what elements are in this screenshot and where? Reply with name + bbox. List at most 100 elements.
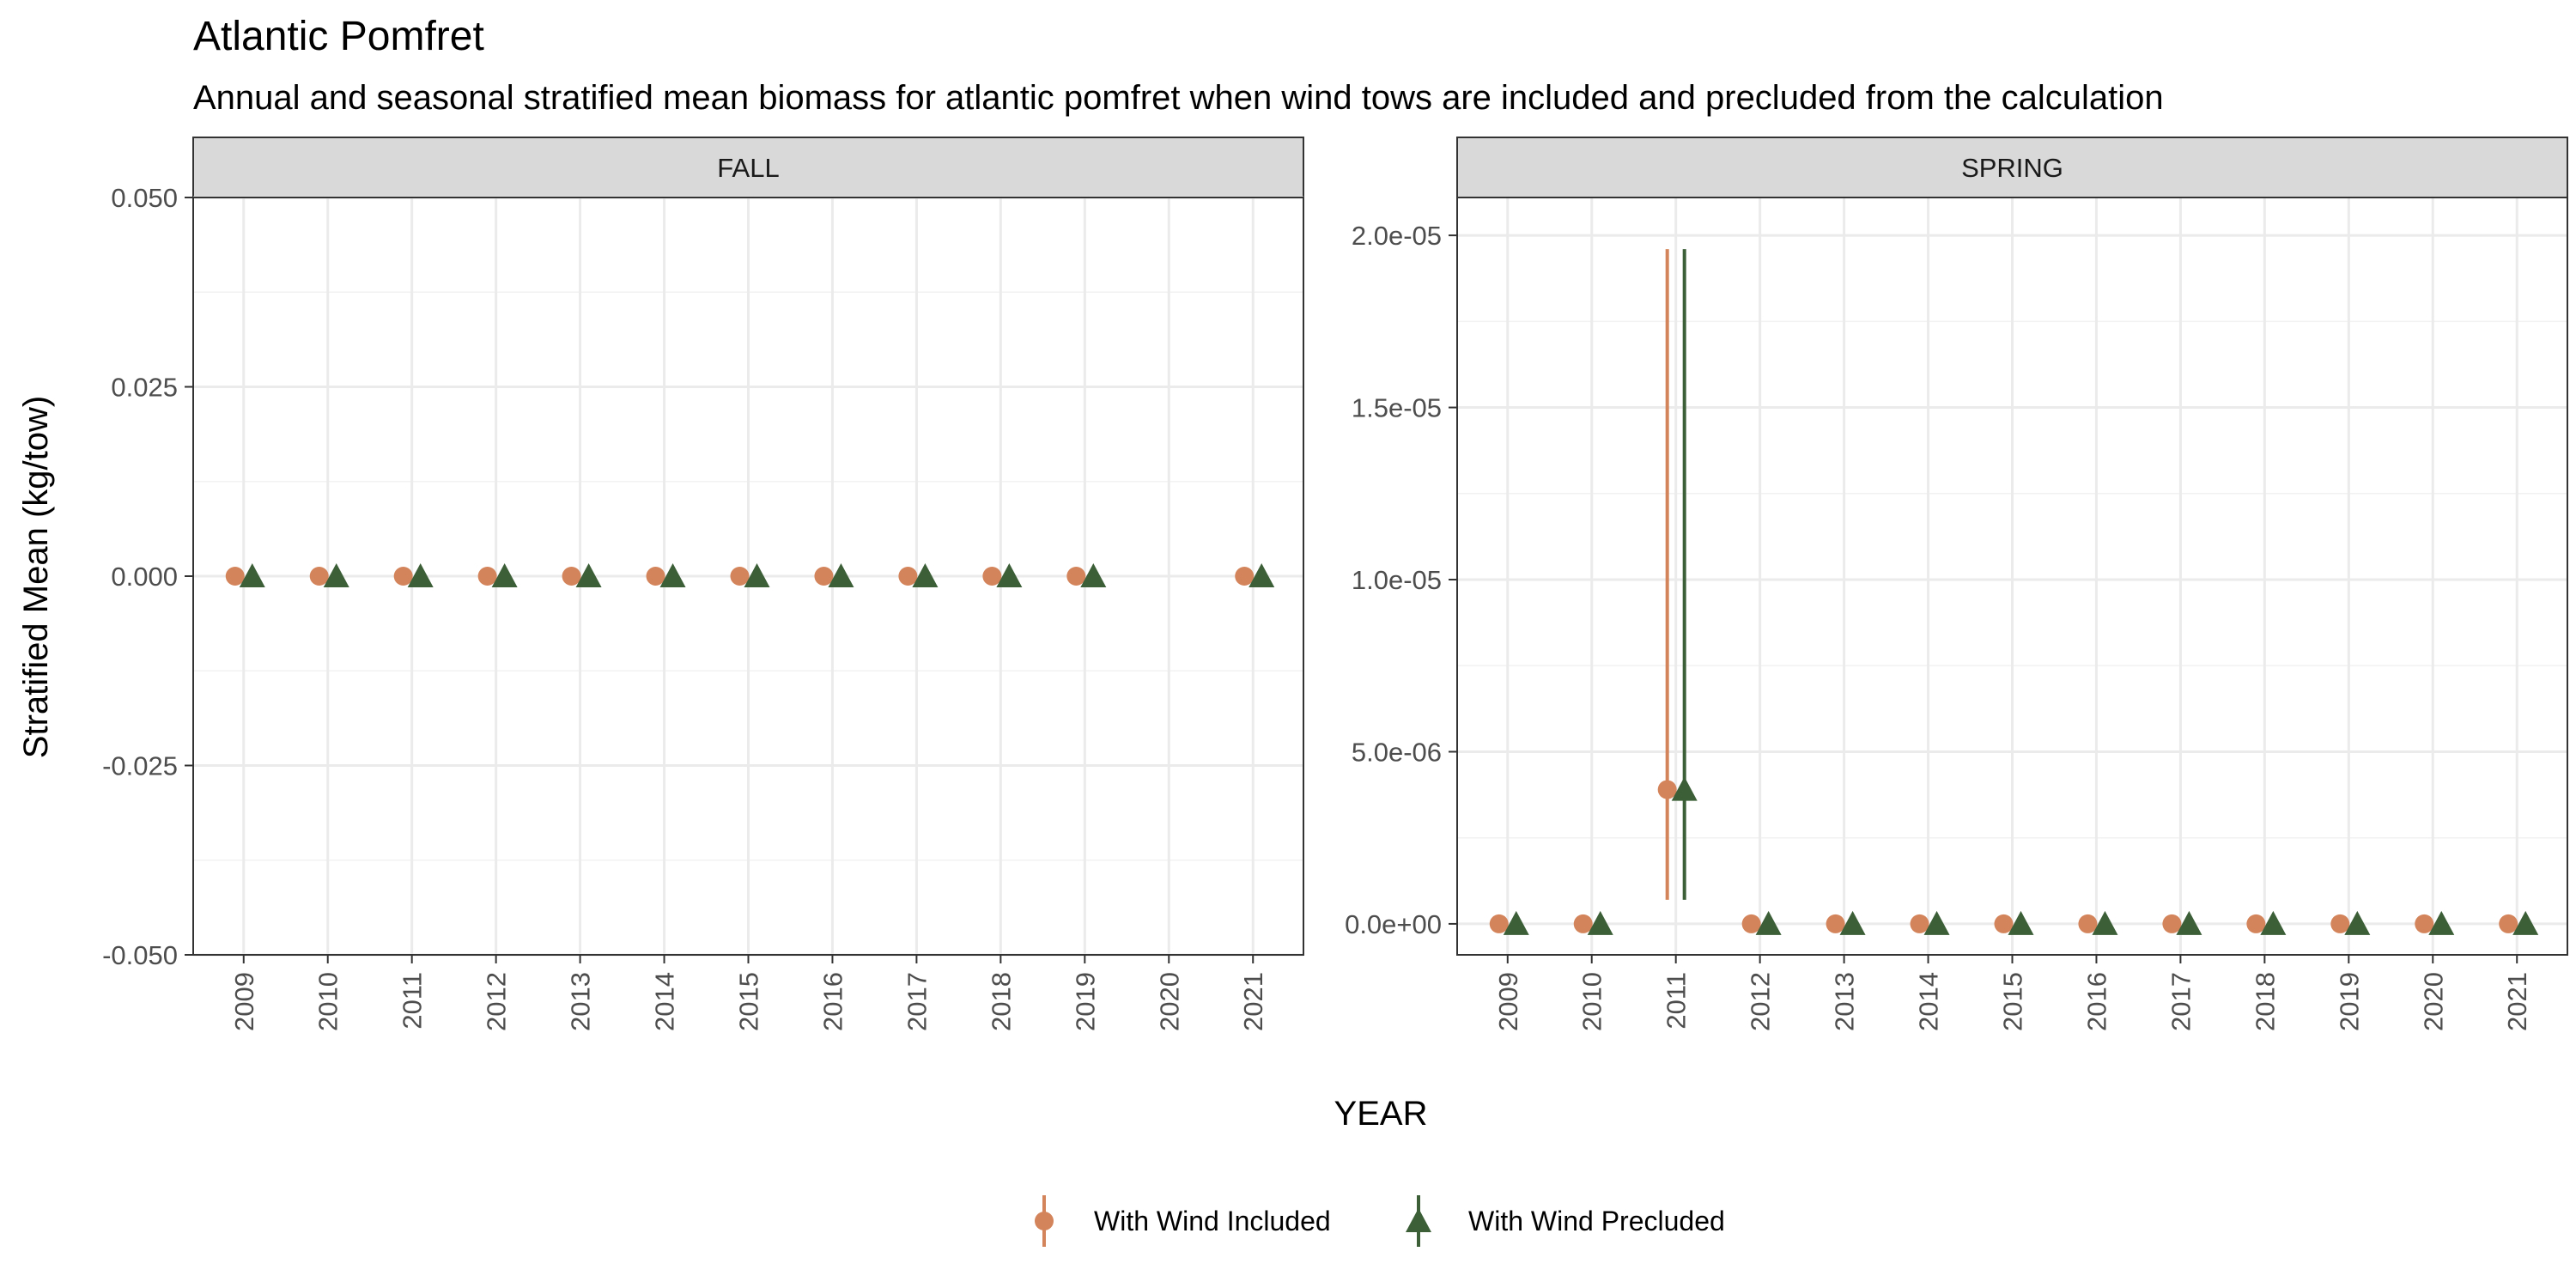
y-tick-label: 0.0e+00: [1345, 909, 1442, 939]
legend-key-circle: [1035, 1212, 1054, 1230]
data-point-included: [1235, 567, 1255, 586]
panel-fall: FALL -0.050 -0.025 0.000 0.025 0.050 2009 2010 2…: [102, 137, 1304, 1031]
legend: With Wind Included With Wind Precluded: [1035, 1195, 1725, 1247]
strip-label: SPRING: [1961, 153, 2063, 183]
data-point-precluded: [659, 563, 686, 587]
data-point-included: [730, 567, 750, 586]
data-point-included: [1066, 567, 1086, 586]
data-point-included: [309, 567, 329, 586]
x-tick-label: 2018: [986, 972, 1016, 1031]
legend-key-triangle: [1406, 1208, 1431, 1232]
data-point-included: [2330, 914, 2350, 933]
data-point-included: [1741, 914, 1761, 933]
x-tick-label: 2020: [2418, 972, 2448, 1031]
x-tick-label: 2012: [1746, 972, 1776, 1031]
x-tick-label: 2012: [482, 972, 512, 1031]
legend-label: With Wind Included: [1094, 1206, 1331, 1236]
chart-title: Atlantic Pomfret: [193, 14, 484, 59]
y-tick-label: 5.0e-06: [1352, 737, 1442, 767]
x-tick-label: 2015: [1998, 972, 2028, 1031]
y-tick-label: 0.025: [111, 373, 178, 403]
data-point-precluded: [575, 563, 602, 587]
data-point-precluded: [1587, 910, 1613, 935]
x-tick-label: 2013: [1830, 972, 1860, 1031]
x-tick-label: 2017: [2166, 972, 2196, 1031]
data-point-precluded: [2512, 910, 2539, 935]
x-tick-label: 2011: [398, 972, 428, 1030]
x-tick-label: 2013: [566, 972, 596, 1031]
legend-label: With Wind Precluded: [1468, 1206, 1725, 1236]
data-point-included: [1489, 914, 1509, 933]
data-point-included: [2246, 914, 2266, 933]
data-point-included: [646, 567, 665, 586]
data-point-precluded: [1249, 563, 1275, 587]
data-point-precluded: [1671, 776, 1698, 801]
data-point-precluded: [239, 563, 265, 587]
strip-label: FALL: [717, 153, 779, 183]
data-point-precluded: [1080, 563, 1107, 587]
panel-spring: SPRING 0.0e+00 5.0e-06 1.0e-05 1.5e-05 2.0e-0…: [1345, 137, 2568, 1031]
x-tick-label: 2020: [1154, 972, 1184, 1031]
data-point-precluded: [1503, 910, 1529, 935]
data-point-precluded: [491, 563, 518, 587]
x-tick-label: 2019: [1070, 972, 1100, 1031]
x-tick-label: 2015: [734, 972, 764, 1031]
x-tick-label: 2016: [817, 972, 848, 1031]
y-tick-label: -0.050: [102, 940, 178, 970]
data-point-precluded: [2260, 910, 2287, 935]
data-point-included: [225, 567, 245, 586]
data-point-included: [2162, 914, 2182, 933]
x-tick-label: 2010: [313, 972, 343, 1031]
data-point-precluded: [2176, 910, 2202, 935]
data-point-included: [982, 567, 1002, 586]
x-tick-label: 2021: [2502, 972, 2532, 1031]
y-tick-label: 0.050: [111, 183, 178, 213]
data-point-precluded: [1839, 910, 1866, 935]
data-point-precluded: [2428, 910, 2455, 935]
data-point-included: [2499, 914, 2518, 933]
data-point-precluded: [1755, 910, 1782, 935]
y-tick-label: 2.0e-05: [1352, 221, 1442, 251]
data-point-included: [1994, 914, 2014, 933]
data-point-included: [898, 567, 918, 586]
data-point-included: [562, 567, 581, 586]
data-point-precluded: [996, 563, 1023, 587]
data-point-precluded: [1923, 910, 1950, 935]
x-tick-label: 2018: [2250, 972, 2280, 1031]
data-point-included: [393, 567, 413, 586]
data-point-included: [1910, 914, 1929, 933]
x-tick-label: 2014: [1914, 972, 1944, 1031]
data-point-precluded: [2344, 910, 2371, 935]
x-tick-label: 2021: [1238, 972, 1268, 1031]
y-tick-label: 0.000: [111, 562, 178, 592]
data-point-included: [2078, 914, 2098, 933]
data-point-included: [477, 567, 497, 586]
x-axis-title: YEAR: [1334, 1095, 1428, 1133]
x-tick-label: 2017: [902, 972, 932, 1031]
data-point-precluded: [912, 563, 939, 587]
data-point-included: [1657, 780, 1677, 799]
y-axis-title: Stratified Mean (kg/tow): [17, 396, 55, 758]
data-point-precluded: [2008, 910, 2034, 935]
data-point-included: [1573, 914, 1593, 933]
y-tick-label: 1.0e-05: [1352, 565, 1442, 595]
x-tick-label: 2014: [650, 972, 680, 1031]
chart-subtitle: Annual and seasonal stratified mean biom…: [193, 79, 2164, 117]
strip-background: [1456, 137, 2568, 198]
data-point-included: [2415, 914, 2434, 933]
panel-border: [1456, 197, 2568, 956]
x-tick-label: 2011: [1662, 972, 1692, 1030]
y-tick-label: -0.025: [102, 751, 178, 781]
data-point-included: [814, 567, 834, 586]
x-tick-label: 2009: [1493, 972, 1523, 1031]
data-point-precluded: [744, 563, 770, 587]
x-tick-label: 2009: [229, 972, 259, 1031]
y-tick-label: 1.5e-05: [1352, 393, 1442, 423]
strip-background: [192, 137, 1304, 198]
data-point-precluded: [407, 563, 434, 587]
data-point-included: [1826, 914, 1845, 933]
panel-border: [192, 197, 1304, 956]
x-tick-label: 2016: [2081, 972, 2111, 1031]
x-tick-label: 2010: [1577, 972, 1607, 1031]
